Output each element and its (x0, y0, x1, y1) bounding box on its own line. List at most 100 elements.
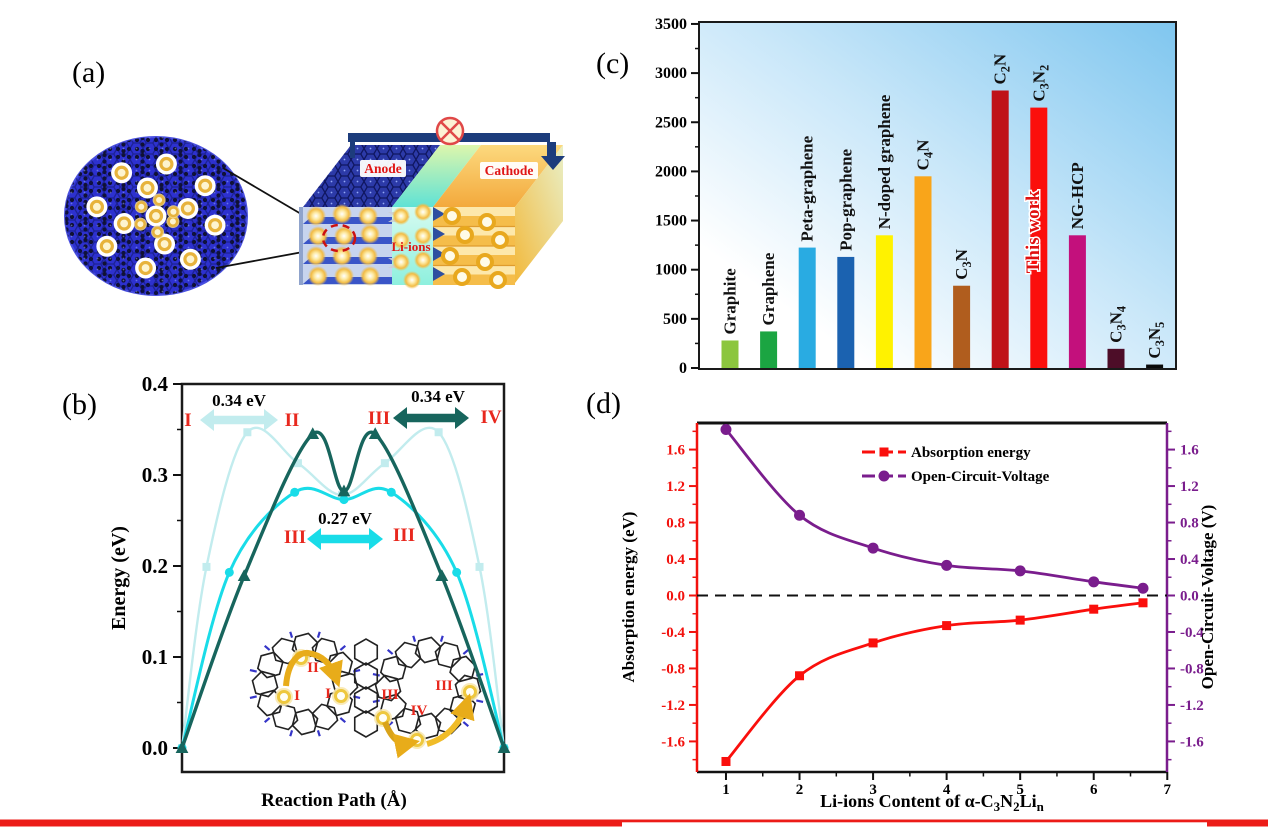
marker-triangle (306, 427, 320, 439)
double-arrow (200, 409, 278, 431)
lattice-n-bond (372, 699, 380, 704)
li-ball (334, 226, 354, 246)
y-tick-label: 0.3 (142, 463, 168, 487)
li-ion-ring (89, 199, 105, 214)
current-arrow-head-icon (541, 156, 565, 170)
bar-label: C2N (991, 53, 1013, 84)
inset-site-label: III (435, 678, 453, 694)
y-tick-label-right: 1.6 (1180, 443, 1199, 459)
bar-label: C3N5 (1145, 322, 1167, 359)
lattice-hexagon (353, 662, 379, 690)
marker-triangle (175, 741, 189, 753)
y-tick-label-left: 0.0 (666, 589, 685, 605)
lattice-n-bond (372, 672, 380, 677)
plot-b-y-axis-title: Energy (eV) (108, 526, 130, 630)
lattice-n-bond (339, 717, 347, 724)
plot-b-series (175, 426, 511, 753)
inset-site-label: II (307, 660, 319, 676)
y-tick-label-left: 1.6 (666, 443, 685, 459)
marker-square (380, 459, 389, 468)
barrier-3-value: 0.34 eV (411, 387, 466, 406)
marker-square (243, 428, 252, 437)
plot-b-barrier-arrows (200, 407, 469, 550)
li-ball (392, 207, 410, 225)
inset-li-ion-ring (410, 733, 424, 747)
y-tick-label-left: -0.8 (661, 661, 685, 677)
li-ball (306, 246, 326, 266)
marker-circle (1014, 565, 1026, 577)
y-tick-label-right: 0.8 (1180, 516, 1199, 532)
plot-c-frame (698, 21, 1177, 370)
lattice-n-bond (476, 699, 484, 704)
circuit-wire-post (350, 142, 355, 158)
marker-triangle (368, 427, 382, 439)
bar-label: Pop-graphene (836, 148, 855, 250)
panel-b-label: (b) (62, 388, 97, 421)
lattice-n-bond (339, 644, 347, 651)
li-ion-ring-small (167, 206, 179, 218)
panel-d-label: (d) (586, 387, 621, 420)
panel-a-battery-schematic: Anode Cathode Li-ions (64, 116, 565, 296)
bar (953, 285, 971, 368)
marker-triangle (497, 741, 511, 753)
bar-label: Peta-graphene (798, 135, 817, 241)
legend-label-absorption: Absorption energy (911, 445, 1031, 461)
site-label-III-right: III (393, 525, 415, 546)
footer-bar-middle (622, 819, 1207, 823)
bar (991, 90, 1009, 369)
x-tick-label: 7 (1164, 782, 1172, 798)
li-ball (306, 206, 326, 226)
li-ion-ring-small (152, 226, 163, 238)
li-ion-ring-small (167, 216, 179, 227)
bar (798, 247, 816, 368)
site-label-III: III (368, 408, 390, 429)
lattice-n-bond (249, 668, 257, 673)
plot-d-ticks: 1 2 3 4 5 6 7 -1.6 -1.6 -1.2 -1.2 -0.8 -0.8 -0.4 -0.4 0… (661, 430, 1204, 798)
bar (875, 235, 893, 368)
marker-circle (452, 567, 462, 577)
circuit-cross-icon (435, 116, 465, 146)
li-ring (491, 231, 509, 249)
y-tick-label: 0.0 (142, 736, 168, 760)
current-arrow-stem (547, 142, 556, 156)
y-tick-label: 500 (663, 311, 687, 328)
lattice-n-bond (462, 648, 470, 655)
hop-arrow-III-IV (382, 720, 420, 759)
marker-circle (794, 509, 806, 521)
bar (1068, 235, 1086, 368)
marker-circle (1088, 576, 1100, 588)
li-ion-ring (114, 165, 129, 180)
bar (914, 176, 932, 368)
inset-li-ion-ring (463, 685, 477, 699)
y-tick-label: 1000 (655, 262, 687, 279)
li-ring (453, 268, 471, 286)
lattice-n-bond (412, 635, 417, 642)
plot-c-ticks: 0 500 1000 1500 2000 2500 3000 3500 (655, 16, 699, 377)
inset-site-label: IV (411, 703, 428, 719)
y-tick-label: 3500 (655, 16, 687, 33)
y-tick-label-right: -0.8 (1180, 661, 1204, 677)
panel-d-line-chart: 1 2 3 4 5 6 7 -1.6 -1.6 -1.2 -1.2 -0.8 -0.8 -0.4 -0.4 0… (619, 421, 1217, 814)
li-ball (308, 266, 328, 286)
footer-bar-right (1207, 819, 1268, 827)
li-ion-ring (157, 236, 172, 252)
li-ion-ring-small (153, 194, 165, 206)
marker-square (1138, 598, 1148, 608)
y-tick-label-right: 1.2 (1180, 479, 1199, 495)
zoom-target-dashed-circle (321, 223, 357, 253)
battery-3d: Anode Cathode Li-ions (299, 116, 565, 289)
inset-site-label: III (381, 687, 399, 703)
lattice-n-bond (439, 635, 444, 642)
li-ball (358, 206, 378, 226)
bar (1107, 348, 1125, 368)
inset-site-label: I (294, 688, 300, 704)
li-ion-ring-small (135, 218, 146, 230)
cathode-badge (480, 162, 538, 179)
y-tick-label: 0.4 (142, 372, 169, 396)
marker-circle (290, 487, 300, 497)
footer-accent-bar (0, 819, 1268, 827)
